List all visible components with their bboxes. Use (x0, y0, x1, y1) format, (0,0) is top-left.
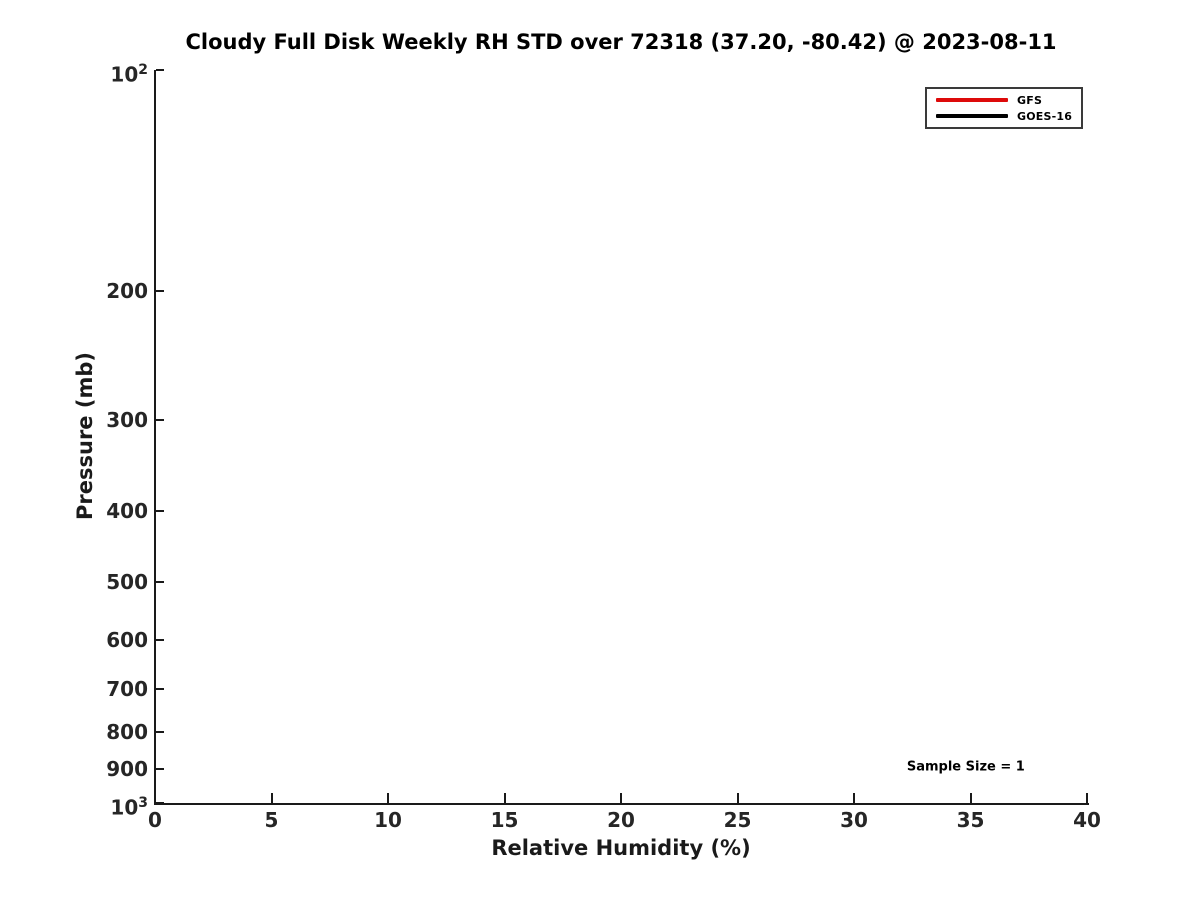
y-tick-label-400: 400 (106, 499, 148, 524)
x-tick-label-35: 35 (956, 808, 985, 832)
legend-label-goes-16: GOES-16 (1017, 109, 1073, 123)
y-tick-700 (156, 688, 164, 691)
y-tick-label-600: 600 (106, 628, 148, 653)
y-tick-600 (156, 639, 164, 642)
y-tick-100 (156, 69, 164, 71)
x-tick-label-5: 5 (264, 808, 279, 832)
x-tick-10 (387, 793, 389, 803)
x-axis-spine (154, 803, 1089, 805)
y-tick-900 (156, 768, 164, 771)
x-tick-label-25: 25 (723, 808, 752, 832)
x-axis-label: Relative Humidity (%) (491, 836, 751, 860)
y-tick-1000 (156, 802, 164, 804)
x-tick-40 (1086, 793, 1088, 803)
y-axis-label: Pressure (mb) (73, 352, 97, 520)
y-tick-label-900: 900 (106, 757, 148, 782)
y-tick-500 (156, 581, 164, 584)
legend-label-gfs: GFS (1017, 93, 1043, 107)
legend-line-goes-16-icon (936, 114, 1008, 118)
y-tick-300 (156, 418, 164, 421)
plot-area (155, 70, 1087, 803)
x-tick-label-15: 15 (490, 808, 519, 832)
x-tick-label-30: 30 (840, 808, 868, 832)
x-tick-label-10: 10 (374, 808, 402, 832)
y-tick-label-500: 500 (106, 570, 148, 595)
x-tick-30 (853, 793, 855, 803)
y-axis-spine (154, 70, 156, 805)
x-tick-35 (969, 793, 972, 803)
legend: GFS GOES-16 (925, 87, 1084, 129)
sample-size-annotation: Sample Size = 1 (906, 759, 1025, 775)
x-tick-label-0: 0 (148, 808, 162, 832)
legend-entry-gfs: GFS (936, 93, 1072, 107)
x-tick-0 (154, 793, 156, 803)
x-tick-label-40: 40 (1073, 808, 1101, 832)
x-tick-label-20: 20 (607, 808, 635, 832)
y-tick-200 (156, 289, 164, 292)
y-tick-label-1000: 103 (110, 795, 148, 820)
y-tick-400 (156, 510, 164, 513)
y-tick-label-800: 800 (106, 719, 148, 744)
x-tick-25 (736, 793, 739, 803)
x-tick-20 (620, 793, 622, 803)
y-tick-label-200: 200 (106, 278, 148, 303)
legend-entry-goes-16: GOES-16 (936, 109, 1072, 123)
y-tick-label-100: 102 (110, 62, 148, 87)
y-tick-800 (156, 730, 164, 733)
chart-title: Cloudy Full Disk Weekly RH STD over 7231… (185, 30, 1057, 54)
y-tick-label-300: 300 (106, 407, 148, 432)
x-tick-15 (503, 793, 506, 803)
x-tick-5 (270, 793, 273, 803)
legend-line-gfs-icon (936, 98, 1008, 102)
y-tick-label-700: 700 (106, 677, 148, 702)
